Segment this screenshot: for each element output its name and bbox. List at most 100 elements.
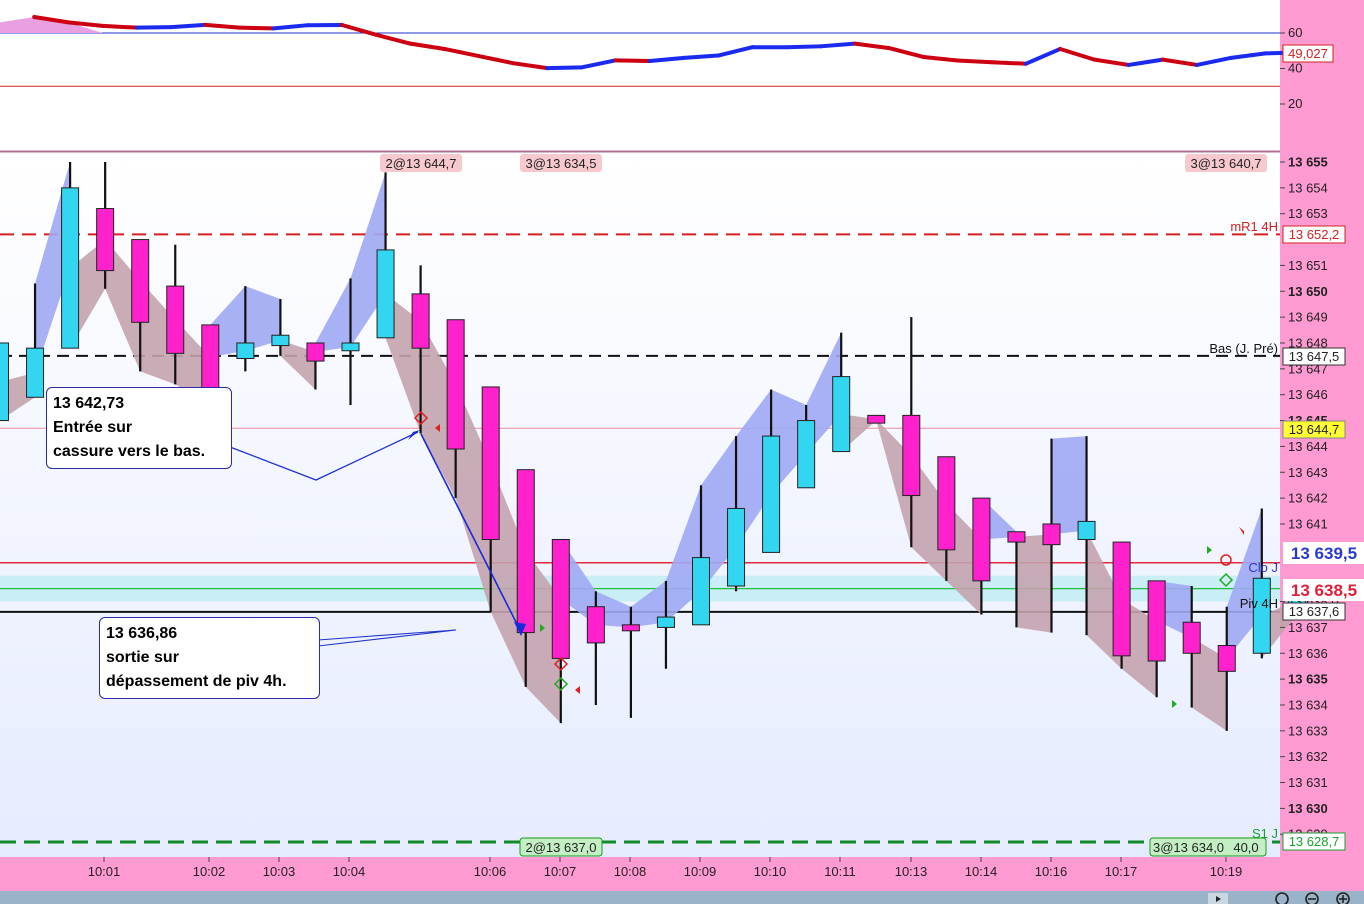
- trade-tag: 2@13 644,7: [380, 154, 462, 172]
- price-tick-label: 13 655: [1288, 155, 1328, 170]
- bear-candle-body: [1043, 524, 1060, 545]
- price-tick-label: 13 650: [1288, 284, 1328, 299]
- bull-candle-body: [1253, 578, 1270, 653]
- price-tick-label: 13 653: [1288, 206, 1328, 221]
- svg-text:13 652,2: 13 652,2: [1289, 227, 1340, 242]
- bear-candle-body: [202, 325, 219, 390]
- time-tick-label: 10:10: [754, 864, 787, 879]
- bear-candle-body: [97, 209, 114, 271]
- time-tick-label: 10:13: [895, 864, 928, 879]
- candle: [62, 162, 79, 348]
- time-tick-label: 10:11: [824, 864, 856, 879]
- price-tick-label: 13 642: [1288, 491, 1328, 506]
- indicator-tick-label: 20: [1288, 96, 1302, 111]
- bear-candle-body: [517, 470, 534, 633]
- bull-candle-body: [693, 558, 710, 625]
- bear-candle-body: [1183, 622, 1200, 653]
- indicator-segment: [239, 28, 273, 29]
- indicator-segment: [137, 27, 171, 28]
- trade-tag: 2@13 637,0: [520, 838, 602, 856]
- time-tick-label: 10:02: [193, 864, 226, 879]
- time-tick-label: 10:16: [1035, 864, 1068, 879]
- entry-annotation: 13 642,73 Entrée sur cassure vers le bas…: [46, 387, 232, 469]
- bull-candle-body: [798, 421, 815, 488]
- price-tick-label: 13 632: [1288, 749, 1328, 764]
- indicator-segment: [171, 25, 205, 27]
- s1-price-badge: 13 628,7: [1283, 833, 1345, 850]
- scroll-right-button[interactable]: [1208, 893, 1228, 904]
- entry-annotation-text: Entrée sur: [53, 416, 225, 440]
- price-tick-label: 13 654: [1288, 180, 1328, 195]
- price-tick-label: 13 631: [1288, 775, 1328, 790]
- price-tick-label: 13 644: [1288, 439, 1328, 454]
- bull-candle-body: [342, 343, 359, 351]
- svg-text:3@13 634,5: 3@13 634,5: [525, 156, 596, 171]
- svg-text:13 644,7: 13 644,7: [1289, 422, 1340, 437]
- bull-candle-body: [657, 617, 674, 627]
- mr1-level-label: mR1 4H: [1230, 219, 1278, 234]
- bull-candle-body: [1078, 521, 1095, 539]
- svg-text:40,0: 40,0: [1233, 840, 1258, 855]
- svg-text:13 637,6: 13 637,6: [1289, 604, 1340, 619]
- bottom-scrollbar[interactable]: [0, 891, 1364, 904]
- svg-text:3@13 634,0: 3@13 634,0: [1153, 840, 1224, 855]
- price-tick-label: 13 646: [1288, 387, 1328, 402]
- bull-candle-body: [62, 188, 79, 348]
- price-tick-label: 13 635: [1288, 672, 1328, 687]
- piv-price-badge: 13 637,6: [1283, 603, 1345, 620]
- exit-annotation-text: dépassement de piv 4h.: [106, 670, 313, 694]
- indicator-segment: [684, 56, 718, 58]
- price-tick-label: 13 636: [1288, 646, 1328, 661]
- trade-tag: 3@13 640,7: [1185, 154, 1267, 172]
- price-tick-label: 13 630: [1288, 801, 1328, 816]
- bear-candle-body: [447, 320, 464, 449]
- entry-annotation-price: 13 642,73: [53, 392, 225, 416]
- bull-candle-body: [728, 508, 745, 586]
- bear-candle-body: [868, 415, 885, 423]
- indicator-tick-label: 40: [1288, 61, 1302, 76]
- bear-candle-body: [552, 539, 569, 658]
- bear-candle-body: [973, 498, 990, 581]
- indicator-segment: [547, 67, 581, 68]
- candle: [1113, 542, 1130, 669]
- clo-level-label: Clo J: [1248, 560, 1278, 575]
- svg-text:13 647,5: 13 647,5: [1289, 349, 1340, 364]
- bear-candle-body: [412, 294, 429, 348]
- bear-candle-body: [482, 387, 499, 540]
- svg-text:13 628,7: 13 628,7: [1289, 834, 1340, 849]
- bull-candle-body: [237, 343, 254, 359]
- bull-candle-body: [272, 335, 289, 345]
- indicator-segment: [958, 61, 992, 63]
- price-tick-label: 13 651: [1288, 258, 1328, 273]
- candle: [868, 415, 885, 423]
- bull-candle-body: [833, 377, 850, 452]
- price-tick-label: 13 649: [1288, 310, 1328, 325]
- bear-candle-body: [938, 457, 955, 550]
- indicator-tick-label: 60: [1288, 25, 1302, 40]
- current-price-badge: 13 638,5: [1283, 579, 1364, 601]
- price-tick-label: 13 634: [1288, 697, 1328, 712]
- bull-candle-body: [377, 250, 394, 338]
- indicator-panel: [0, 0, 1280, 150]
- bear-candle-body: [1113, 542, 1130, 656]
- exit-annotation-text: sortie sur: [106, 646, 313, 670]
- svg-text:49,027: 49,027: [1288, 46, 1328, 61]
- trade-tag: 3@13 634,0 40,0: [1150, 838, 1266, 856]
- exit-annotation-price: 13 636,86: [106, 622, 313, 646]
- bull-candle-body: [27, 348, 44, 397]
- ribbon-segment: [1016, 534, 1051, 632]
- time-tick-label: 10:01: [88, 864, 121, 879]
- mr1-price-badge: 13 652,2: [1283, 226, 1345, 243]
- price-tick-label: 13 637: [1288, 620, 1328, 635]
- time-tick-label: 10:14: [965, 864, 998, 879]
- bear-candle-body: [1218, 645, 1235, 671]
- indicator-segment: [103, 26, 137, 28]
- bull-candle-body: [763, 436, 780, 552]
- indicator-value-badge: 49,027: [1283, 45, 1333, 62]
- bear-candle-body: [132, 240, 149, 323]
- bas-price-badge: 13 647,5: [1283, 348, 1345, 365]
- indicator-segment: [821, 44, 855, 47]
- price-panel: [0, 153, 1280, 857]
- svg-text:3@13 640,7: 3@13 640,7: [1190, 156, 1261, 171]
